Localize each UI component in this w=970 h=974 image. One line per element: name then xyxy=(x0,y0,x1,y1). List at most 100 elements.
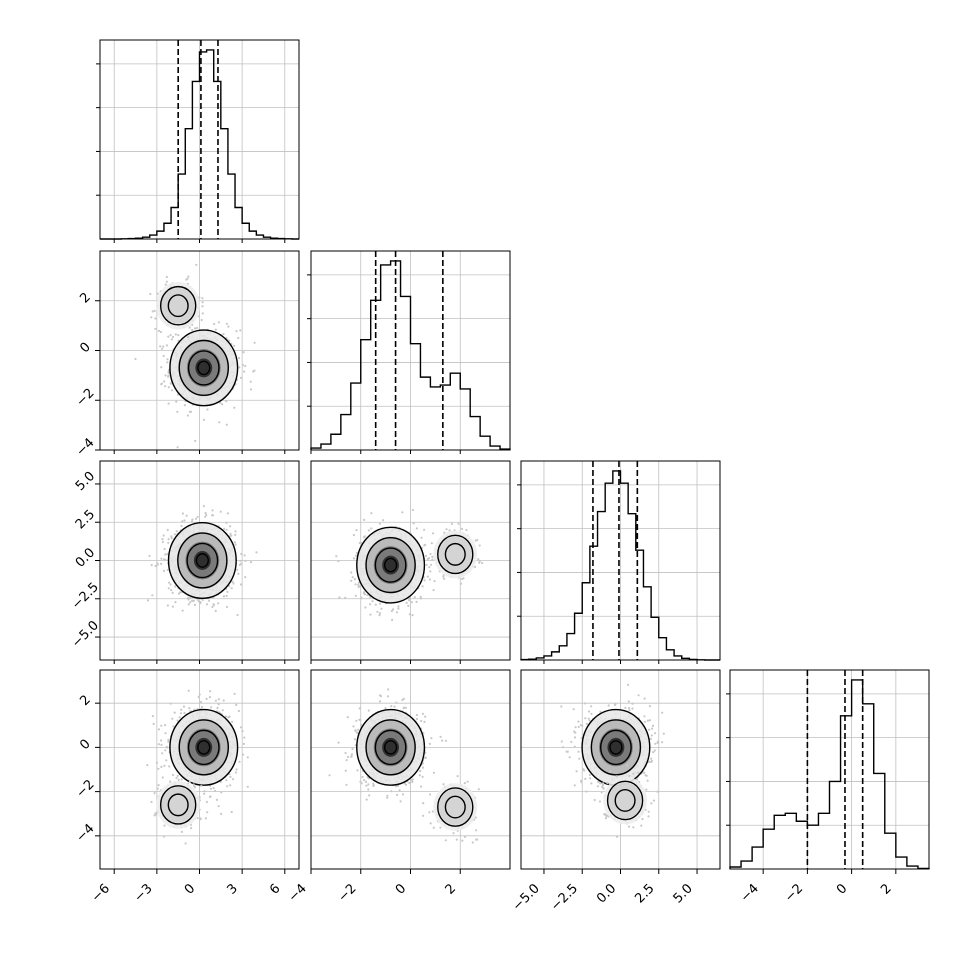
scatter-point xyxy=(431,556,433,558)
scatter-point xyxy=(172,606,174,608)
scatter-point xyxy=(401,699,403,701)
scatter-point xyxy=(155,812,157,814)
scatter-point xyxy=(152,310,154,312)
scatter-point xyxy=(177,334,179,336)
scatter-point xyxy=(184,404,186,406)
scatter-point xyxy=(422,776,424,778)
scatter-point xyxy=(226,529,228,531)
scatter-point xyxy=(407,605,409,607)
panel-frame xyxy=(730,670,929,869)
scatter-point xyxy=(188,603,190,605)
scatter-point xyxy=(210,788,212,790)
scatter-point xyxy=(391,619,393,621)
scatter-point xyxy=(650,761,652,763)
scatter-point xyxy=(172,592,174,594)
scatter-point xyxy=(354,738,356,740)
scatter-point xyxy=(160,563,162,565)
scatter-point xyxy=(148,555,150,557)
scatter-point xyxy=(371,600,373,602)
scatter-point xyxy=(243,351,245,353)
scatter-point xyxy=(240,563,242,565)
scatter-point xyxy=(201,297,203,299)
scatter-point xyxy=(365,785,367,787)
scatter-point xyxy=(366,799,368,801)
scatter-point xyxy=(218,805,220,807)
scatter-point xyxy=(400,800,402,802)
scatter-point xyxy=(412,778,414,780)
scatter-panel-0-1 xyxy=(100,251,299,450)
scatter-point xyxy=(358,719,360,721)
scatter-point xyxy=(338,596,340,598)
density-cell xyxy=(162,787,195,823)
scatter-point xyxy=(476,838,478,840)
scatter-point xyxy=(250,381,252,383)
scatter-point xyxy=(368,529,370,531)
scatter-point xyxy=(194,604,196,606)
scatter-point xyxy=(235,543,237,545)
scatter-point xyxy=(166,358,168,360)
scatter-point xyxy=(238,366,240,368)
scatter-point xyxy=(352,576,354,578)
scatter-point xyxy=(175,333,177,335)
scatter-point xyxy=(201,305,203,307)
scatter-point xyxy=(419,774,421,776)
scatter-point xyxy=(337,560,339,562)
scatter-point xyxy=(465,529,467,531)
scatter-point xyxy=(160,725,162,727)
scatter-point xyxy=(346,759,348,761)
scatter-point xyxy=(151,594,153,596)
scatter-point xyxy=(350,571,352,573)
scatter-point xyxy=(338,742,340,744)
scatter-point xyxy=(234,530,236,532)
scatter-point xyxy=(430,564,432,566)
scatter-point xyxy=(167,336,169,338)
scatter-point xyxy=(201,706,203,708)
scatter-point xyxy=(168,538,170,540)
scatter-point xyxy=(428,566,430,568)
scatter-point xyxy=(215,610,217,612)
scatter-point xyxy=(247,786,249,788)
scatter-point xyxy=(226,785,228,787)
scatter-point xyxy=(399,789,401,791)
scatter-panel-2-3 xyxy=(521,670,720,869)
scatter-point xyxy=(460,583,462,585)
scatter-point xyxy=(354,583,356,585)
scatter-point xyxy=(150,801,152,803)
scatter-point xyxy=(243,737,245,739)
scatter-point xyxy=(161,752,163,754)
scatter-point xyxy=(163,825,165,827)
scatter-point xyxy=(355,555,357,557)
scatter-point xyxy=(202,599,204,601)
scatter-point xyxy=(628,709,630,711)
scatter-point xyxy=(352,725,354,727)
scatter-point xyxy=(164,724,166,726)
scatter-point xyxy=(434,580,436,582)
scatter-point xyxy=(160,366,162,368)
scatter-point xyxy=(245,560,247,562)
scatter-point xyxy=(158,330,160,332)
scatter-point xyxy=(198,600,200,602)
scatter-point xyxy=(185,842,187,844)
scatter-point xyxy=(226,591,228,593)
scatter-point xyxy=(226,424,228,426)
scatter-point xyxy=(229,776,231,778)
scatter-point xyxy=(361,782,363,784)
scatter-point xyxy=(175,401,177,403)
scatter-point xyxy=(163,534,165,536)
scatter-point xyxy=(167,529,169,531)
scatter-point xyxy=(608,704,610,706)
scatter-point xyxy=(442,576,444,578)
scatter-point xyxy=(363,593,365,595)
scatter-point xyxy=(200,701,202,703)
scatter-point xyxy=(467,781,469,783)
scatter-point xyxy=(475,540,477,542)
scatter-point xyxy=(222,709,224,711)
scatter-point xyxy=(234,534,236,536)
scatter-point xyxy=(426,564,428,566)
scatter-point xyxy=(373,784,375,786)
scatter-point xyxy=(174,712,176,714)
scatter-point xyxy=(223,699,225,701)
scatter-point xyxy=(183,712,185,714)
scatter-point xyxy=(167,569,169,571)
